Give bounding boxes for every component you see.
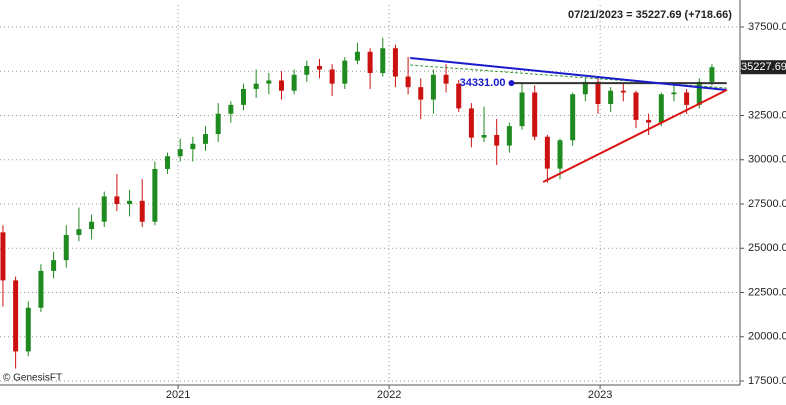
candle-body	[13, 280, 19, 352]
candle-body	[380, 48, 386, 74]
candle-body	[139, 200, 145, 222]
candle-body	[481, 134, 487, 138]
candle-body	[304, 65, 310, 75]
candle-body	[367, 51, 373, 74]
candle-body	[278, 80, 284, 91]
candle-body	[671, 92, 677, 95]
candle-body	[228, 104, 234, 114]
candle-body	[329, 69, 335, 84]
candle-body	[241, 88, 247, 105]
candle-body	[494, 134, 500, 146]
candle-body	[595, 81, 601, 104]
candle-body	[430, 74, 436, 100]
candle-body	[127, 200, 133, 205]
candle-body	[544, 136, 550, 169]
candle-body	[506, 126, 512, 146]
candle-body	[51, 260, 57, 271]
y-tick-label: 20000.00	[748, 331, 786, 343]
y-tick-label: 30000.00	[748, 154, 786, 166]
x-tick-label: 2021	[166, 389, 190, 401]
candle-body	[405, 76, 411, 88]
candle-body	[646, 119, 652, 123]
candle-body	[177, 149, 183, 157]
candle-body	[101, 196, 107, 222]
candle-body	[570, 94, 576, 141]
candle-body	[114, 196, 120, 205]
y-tick-label: 32500.00	[748, 109, 786, 121]
candle-body	[165, 156, 171, 169]
candle-body	[190, 143, 196, 150]
y-tick-label: 17500.00	[748, 375, 786, 387]
y-tick-label: 25000.00	[748, 242, 786, 254]
candle-body	[89, 221, 95, 230]
candle-body	[392, 48, 398, 77]
candle-body	[0, 232, 6, 281]
candle-body	[519, 92, 525, 127]
watermark: © GenesisFT	[3, 373, 62, 384]
header: 07/21/2023 = 35227.69 (+718.66)	[568, 9, 732, 21]
candle-body	[342, 60, 348, 84]
price-box	[741, 60, 786, 75]
candle-body	[266, 80, 272, 84]
candle-body	[291, 74, 297, 91]
candle-body	[316, 65, 322, 70]
candle-body	[443, 74, 449, 84]
level-marker	[508, 80, 515, 87]
candle-body	[152, 168, 158, 222]
x-tick-label: 2023	[588, 389, 612, 401]
candle-body	[354, 51, 360, 61]
candle-body	[25, 307, 31, 352]
y-tick-label: 22500.00	[748, 286, 786, 298]
price-label: 35227.69	[741, 61, 786, 73]
trend-line	[410, 64, 727, 89]
candle-body	[633, 92, 639, 120]
candle-body	[658, 94, 664, 123]
y-tick-label: 27500.00	[748, 198, 786, 210]
candle-body	[608, 90, 614, 104]
candle-body	[696, 81, 702, 105]
candle-body	[620, 90, 626, 93]
candle-body	[456, 83, 462, 109]
x-tick-label: 2022	[377, 389, 401, 401]
trend-line	[410, 56, 727, 91]
candle-body	[557, 140, 563, 169]
candle-body	[63, 234, 69, 261]
candle-body	[468, 108, 474, 138]
trend-line	[542, 89, 728, 183]
candle-body	[709, 67, 715, 82]
candle-body	[203, 134, 209, 144]
candle-body	[684, 92, 690, 105]
y-tick-label: 37500.00	[748, 21, 786, 33]
level-label: 34331.00	[460, 77, 506, 89]
candle-body	[76, 229, 82, 235]
candle-body	[253, 83, 259, 89]
candle-body	[215, 113, 221, 135]
candle-body	[38, 270, 44, 308]
candle-body	[418, 87, 424, 100]
candle-body	[532, 92, 538, 137]
candle-body	[582, 81, 588, 95]
